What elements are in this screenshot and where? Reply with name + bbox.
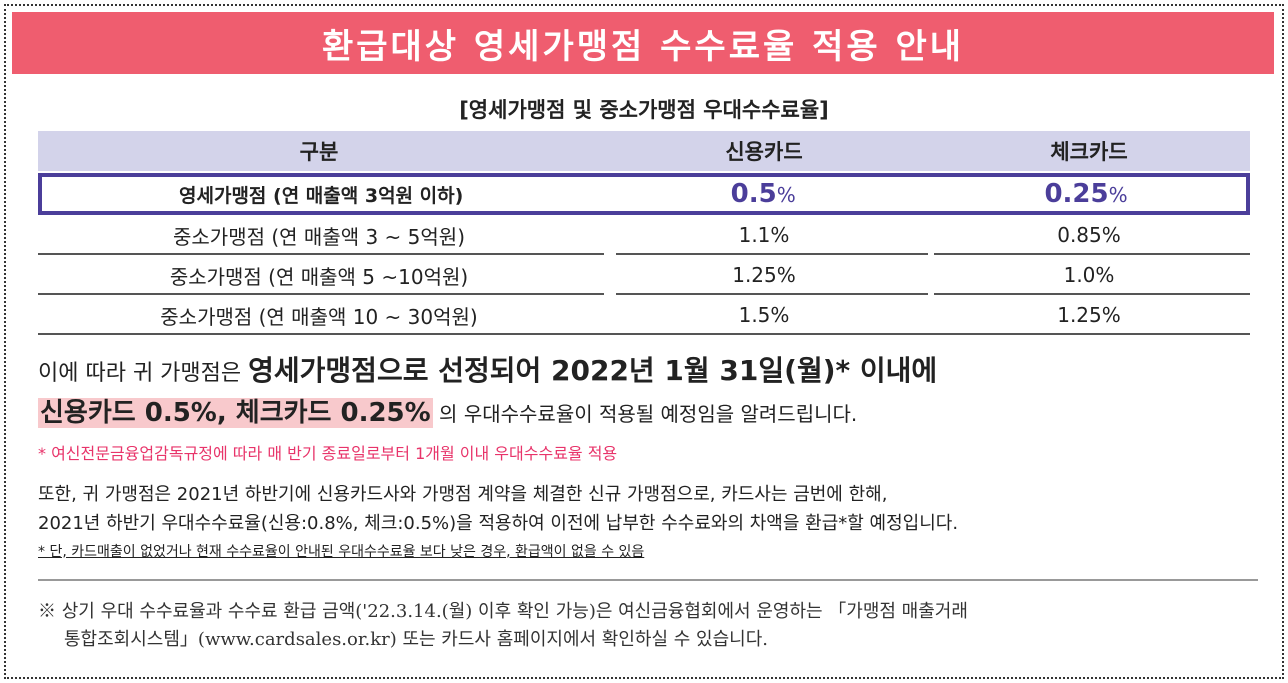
check-rate-value: 1.0%	[1063, 263, 1115, 287]
row-divider	[38, 333, 1250, 335]
row-label: 영세가맹점 (연 매출액 3억원 이하)	[179, 184, 464, 207]
check-rate-value: 0.85%	[1057, 223, 1121, 247]
rate-highlight: 신용카드 0.5%, 체크카드 0.25%	[38, 398, 433, 428]
fee-rate-table: 구분 신용카드 체크카드 영세가맹점 (연 매출액 3억원 이하) 0.5% 0…	[38, 131, 1250, 335]
announcement-line-2: 신용카드 0.5%, 체크카드 0.25% 의 우대수수료율이 적용될 예정임을…	[38, 398, 858, 428]
row-divider	[38, 253, 604, 255]
credit-rate-value: 1.1%	[738, 223, 790, 247]
notice-title: 환급대상 영세가맹점 수수료율 적용 안내	[321, 26, 965, 67]
row-divider	[934, 253, 1250, 255]
footer-line-1: ※ 상기 우대 수수료율과 수수료 환급 금액('22.3.14.(월) 이후 …	[38, 601, 968, 622]
regulation-note: * 여신전문금융업감독규정에 따라 매 반기 종료일로부터 1개월 이내 우대수…	[38, 444, 618, 463]
row-divider	[616, 253, 928, 255]
refund-disclaimer: * 단, 카드매출이 없었거나 현재 수수료율이 안내된 우대수수료율 보다 낮…	[38, 544, 645, 560]
table-row: 중소가맹점 (연 매출액 3 ~ 5억원) 1.1% 0.85%	[38, 215, 1250, 255]
credit-rate-value: 1.5%	[738, 303, 790, 327]
credit-rate-value: 0.5%	[730, 179, 796, 209]
table-row-small-merchant: 영세가맹점 (연 매출액 3억원 이하) 0.5% 0.25%	[38, 173, 1250, 215]
row-label: 중소가맹점 (연 매출액 5 ~10억원)	[169, 264, 469, 289]
table-header-row: 구분 신용카드 체크카드	[38, 131, 1250, 171]
row-divider	[616, 293, 928, 295]
footer-line-2: 통합조회시스템」(www.cardsales.or.kr) 또는 카드사 홈페이…	[64, 629, 768, 650]
row-divider	[38, 293, 604, 295]
notice-frame	[4, 4, 1284, 679]
check-rate-value: 0.25%	[1044, 179, 1128, 209]
refund-line-2: 2021년 하반기 우대수수료율(신용:0.8%, 체크:0.5%)을 적용하여…	[38, 513, 959, 534]
credit-rate-value: 1.25%	[732, 263, 796, 287]
header-category: 구분	[299, 140, 339, 164]
table-row: 중소가맹점 (연 매출액 5 ~10억원) 1.25% 1.0%	[38, 255, 1250, 295]
section-divider	[38, 579, 1258, 581]
table-subtitle: [영세가맹점 및 중소가맹점 우대수수료율]	[459, 98, 829, 122]
table-row: 중소가맹점 (연 매출액 10 ~ 30억원) 1.5% 1.25%	[38, 295, 1250, 335]
check-rate-value: 1.25%	[1057, 303, 1121, 327]
announcement-line-1: 이에 따라 귀 가맹점은 영세가맹점으로 선정되어 2022년 1월 31일(월…	[38, 354, 938, 387]
notice-title-banner: 환급대상 영세가맹점 수수료율 적용 안내	[12, 12, 1274, 74]
header-check-card: 체크카드	[1050, 140, 1128, 164]
row-label: 중소가맹점 (연 매출액 3 ~ 5억원)	[173, 224, 465, 249]
row-label: 중소가맹점 (연 매출액 10 ~ 30억원)	[160, 304, 478, 329]
header-credit-card: 신용카드	[725, 140, 803, 164]
refund-line-1: 또한, 귀 가맹점은 2021년 하반기에 신용카드사와 가맹점 계약을 체결한…	[38, 484, 888, 505]
row-divider	[934, 293, 1250, 295]
